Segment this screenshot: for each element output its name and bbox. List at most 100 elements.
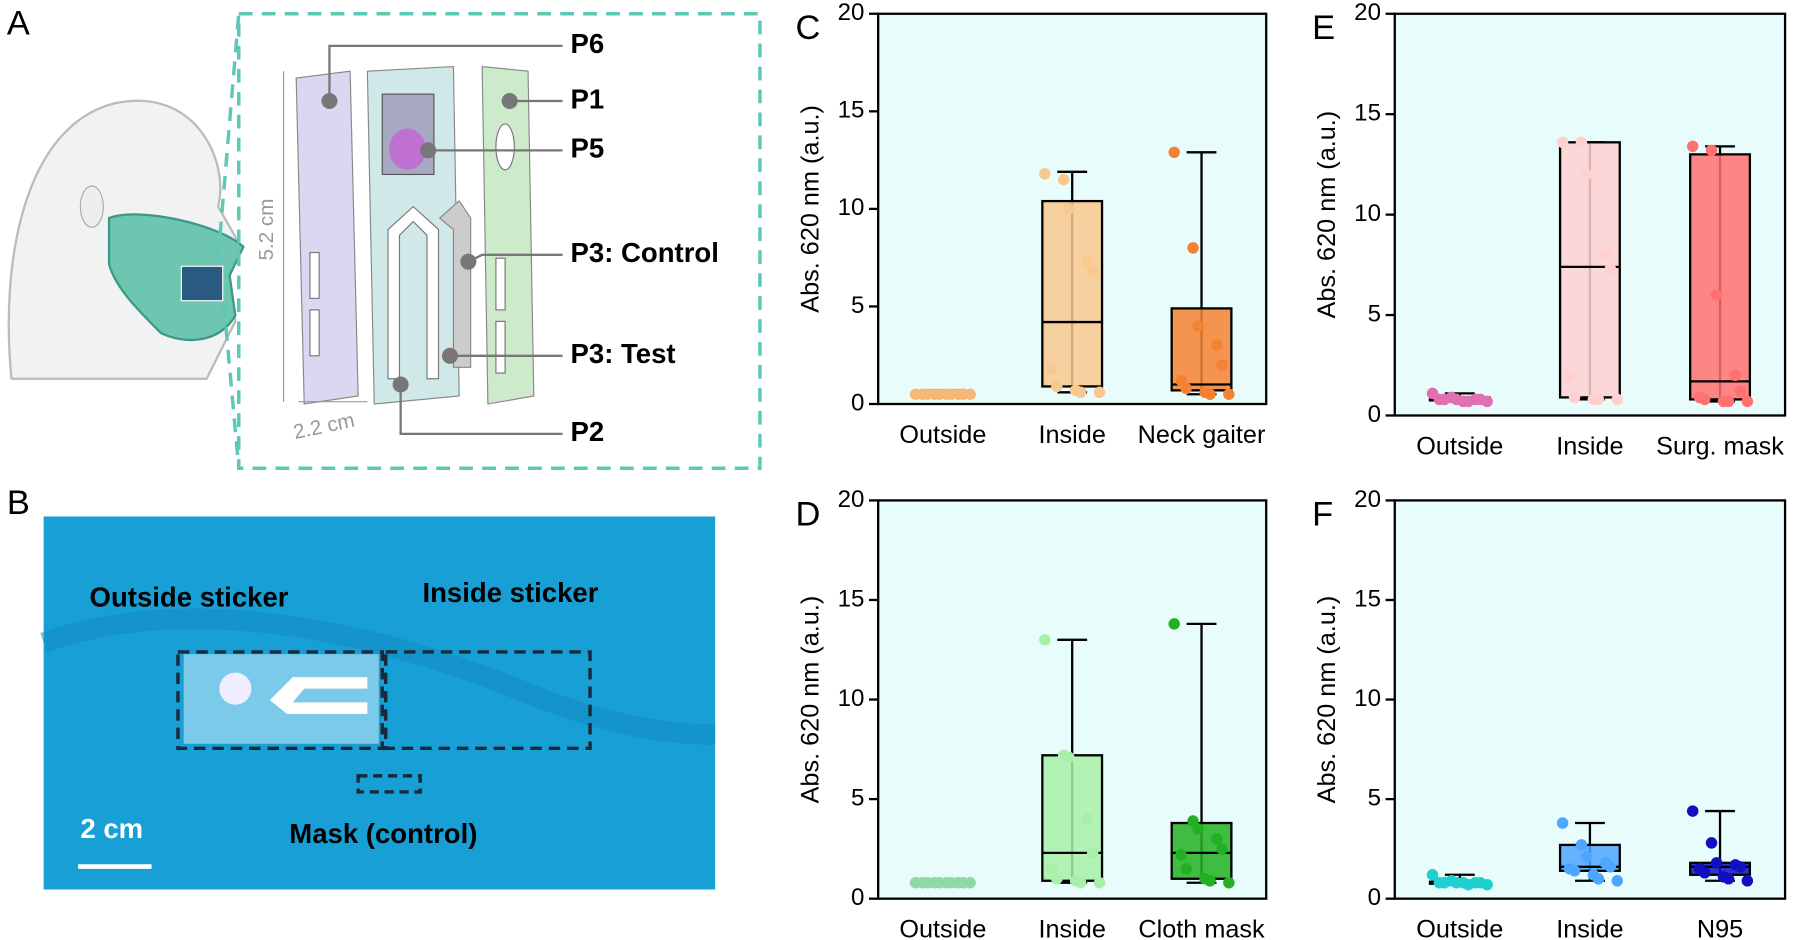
x-tick-label: Outside	[1416, 915, 1503, 940]
y-tick-label: 0	[851, 389, 864, 416]
head-illustration	[7, 99, 245, 380]
y-tick-label: 15	[1354, 585, 1381, 612]
y-tick-label: 15	[838, 97, 865, 124]
data-point	[1575, 136, 1588, 149]
y-axis-label: Abs. 620 nm (a.u.)	[1313, 596, 1341, 804]
data-point	[1580, 168, 1593, 181]
photo-label: Inside sticker	[422, 577, 598, 608]
x-tick-label: Inside	[1038, 915, 1105, 940]
y-axis-label: Abs. 620 nm (a.u.)	[1313, 111, 1341, 319]
data-point	[1568, 391, 1581, 404]
data-point	[1592, 873, 1605, 885]
data-point	[1192, 320, 1204, 332]
zoom-line	[222, 303, 241, 469]
data-point	[921, 388, 934, 400]
data-point	[1046, 363, 1058, 375]
y-tick-label: 15	[838, 585, 865, 612]
y-tick-label: 20	[1354, 0, 1381, 26]
outline	[356, 774, 422, 794]
panel-letter: A	[7, 4, 30, 42]
data-point	[1438, 877, 1451, 889]
data-point	[1575, 839, 1588, 851]
data-point	[964, 877, 976, 889]
data-point	[1057, 173, 1070, 186]
zoom-frame	[237, 12, 762, 470]
x-tick-label: Surg. mask	[1656, 432, 1784, 460]
x-tick-label: Outside	[1416, 432, 1503, 460]
data-point	[1211, 339, 1223, 352]
data-point	[1093, 386, 1106, 399]
y-tick-label: 10	[838, 194, 865, 221]
data-point	[1462, 879, 1475, 891]
data-point	[1741, 395, 1754, 408]
data-point	[1438, 393, 1451, 406]
y-tick-label: 5	[851, 292, 864, 319]
data-point	[1481, 879, 1493, 891]
data-point	[1741, 875, 1754, 887]
y-axis-label: Abs. 620 nm (a.u.)	[796, 596, 824, 804]
data-point	[1568, 865, 1581, 877]
x-tick-label: Cloth mask	[1138, 915, 1265, 940]
y-tick-label: 10	[1354, 685, 1381, 712]
data-point	[1734, 861, 1747, 873]
data-point	[1729, 369, 1742, 382]
data-point	[921, 877, 934, 889]
data-point	[1081, 255, 1094, 268]
data-point	[1039, 634, 1051, 646]
data-point	[1604, 861, 1617, 873]
zoom-line	[216, 13, 241, 259]
x-tick-label: Inside	[1038, 421, 1105, 449]
photo	[43, 516, 716, 890]
data-point	[1216, 843, 1228, 855]
photo-fold	[40, 608, 716, 745]
data-point	[1426, 869, 1439, 881]
plot-frame	[1393, 499, 1787, 900]
y-tick-label: 10	[1354, 200, 1381, 227]
data-point	[1223, 388, 1235, 400]
y-tick-label: 5	[851, 784, 864, 811]
data-point	[1204, 875, 1216, 887]
data-point	[1180, 863, 1192, 875]
x-tick-label: N95	[1697, 915, 1743, 940]
box	[1689, 153, 1752, 401]
part-label: P3: Test	[571, 338, 676, 369]
data-point	[945, 877, 958, 889]
part-label: P6	[571, 28, 605, 59]
data-point	[1705, 144, 1718, 157]
x-tick-label: Outside	[899, 421, 986, 449]
y-tick-label: 20	[838, 0, 865, 26]
outline	[176, 650, 384, 751]
data-point	[1698, 393, 1711, 406]
data-point	[1698, 867, 1711, 879]
y-tick-label: 5	[1368, 784, 1381, 811]
data-point	[1563, 371, 1576, 384]
outline	[383, 650, 592, 751]
y-tick-label: 0	[851, 884, 864, 911]
data-point	[1063, 751, 1075, 764]
y-tick-label: 10	[838, 685, 865, 712]
x-tick-label: Inside	[1556, 432, 1623, 460]
part-label: P5	[571, 133, 605, 164]
photo-label: Outside sticker	[90, 581, 289, 612]
data-point	[1168, 618, 1180, 630]
data-point	[1481, 395, 1493, 408]
data-point	[1580, 851, 1593, 863]
data-point	[1039, 168, 1051, 180]
plot-frame	[877, 499, 1268, 900]
data-point	[945, 388, 958, 400]
panel-letter: D	[796, 496, 821, 534]
data-point	[1556, 136, 1569, 149]
data-point	[1599, 249, 1612, 261]
data-point	[1686, 140, 1699, 153]
data-point	[1710, 857, 1723, 869]
y-tick-label: 5	[1368, 300, 1381, 327]
data-point	[1722, 395, 1735, 408]
plot-frame	[877, 12, 1268, 406]
y-tick-label: 15	[1354, 100, 1381, 127]
scale-label: 2 cm	[80, 813, 143, 844]
data-point	[1093, 877, 1106, 889]
x-tick-label: Inside	[1556, 915, 1623, 940]
data-point	[1592, 393, 1605, 406]
data-point	[1051, 380, 1063, 393]
data-point	[1051, 873, 1063, 885]
